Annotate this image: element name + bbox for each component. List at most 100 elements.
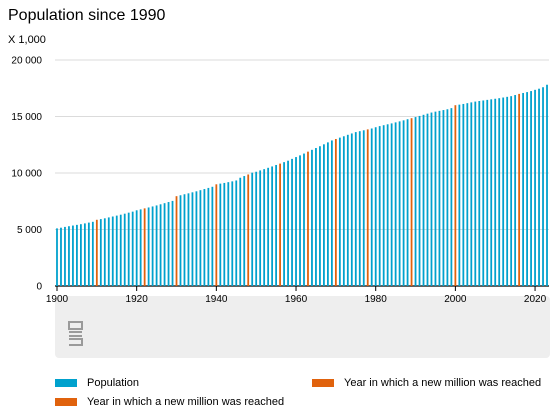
bar-million-year [454, 105, 457, 286]
bar-population [442, 110, 445, 287]
bar-million-year [518, 93, 521, 287]
bar-population [502, 97, 505, 287]
bar-population [434, 111, 437, 287]
bar-population [223, 182, 226, 286]
bar-million-year [366, 129, 369, 286]
legend-label-population: Population [87, 377, 139, 389]
bar-population [303, 153, 305, 286]
bar-population [283, 162, 285, 286]
bar-population [151, 206, 154, 286]
bar-population [243, 176, 246, 286]
legend-swatch-million-year-2 [312, 379, 334, 387]
bar-million-year [247, 174, 250, 286]
bar-population [398, 121, 401, 286]
y-tick-label: 5 000 [17, 225, 42, 236]
bar-population [255, 171, 258, 286]
chart-title: Population since 1990 [8, 7, 166, 24]
bar-population [346, 134, 349, 286]
bar-population [159, 204, 162, 286]
bar-population [490, 99, 493, 286]
bar-population [422, 114, 425, 287]
bar-population [311, 149, 313, 286]
x-tick-label: 2020 [524, 294, 547, 305]
bar-population [72, 225, 74, 286]
bar-population [354, 132, 357, 286]
x-tick-label: 1920 [126, 294, 149, 305]
x-tick-label: 1960 [285, 294, 308, 305]
x-tick-label: 1980 [365, 294, 388, 305]
bar-population [83, 223, 86, 286]
source-panel [55, 296, 550, 358]
bar-million-year [143, 208, 146, 286]
bar-population [239, 177, 242, 286]
bar-population [163, 203, 166, 286]
bar-population [235, 180, 238, 286]
x-axis: 1900 1920 1940 1960 1980 2000 2020 [46, 286, 547, 305]
bar-population [76, 224, 78, 286]
bar-population [127, 212, 130, 286]
bar-population [546, 84, 548, 286]
bar-population [167, 202, 170, 286]
bar-population [191, 192, 194, 286]
bar-population [207, 187, 210, 286]
bar-population [195, 191, 198, 286]
bar-population [323, 144, 325, 286]
bar-population [414, 117, 417, 286]
bar-population [406, 119, 409, 286]
bar-population [370, 128, 373, 286]
bar-population [68, 226, 70, 286]
bar-population [147, 207, 150, 286]
bar-population [107, 217, 110, 286]
bar-population [494, 98, 497, 286]
legend-label-million-year-2: Year in which a new million was reached [344, 377, 542, 389]
bar-population [251, 172, 254, 286]
bar-population [330, 140, 333, 286]
y-axis: 0 5 000 10 000 15 000 20 000 [11, 56, 42, 293]
bar-population [462, 103, 465, 286]
bar-population [542, 87, 544, 286]
bar-population [450, 108, 453, 286]
bars [56, 84, 548, 287]
bar-population [123, 213, 126, 286]
bar-population [426, 113, 429, 286]
bar-population [263, 169, 266, 286]
bar-population [171, 200, 174, 286]
bar-population [522, 92, 525, 286]
bar-population [530, 91, 532, 286]
legend-item-population: Population [55, 376, 139, 390]
y-tick-label: 20 000 [11, 56, 42, 67]
bar-population [378, 126, 381, 286]
bar-population [275, 164, 278, 286]
bar-population [299, 155, 301, 286]
bar-population [219, 183, 222, 286]
bar-population [474, 101, 477, 286]
bar-population [390, 123, 393, 286]
legend-item-million-year-2: Year in which a new million was reached [312, 376, 541, 390]
bar-population [103, 218, 106, 286]
bar-population [183, 194, 186, 286]
bar-population [203, 189, 206, 286]
bar-population [227, 182, 230, 286]
bar-population [56, 228, 58, 286]
bar-population [374, 127, 377, 286]
bar-million-year [307, 151, 309, 286]
bar-million-year [175, 196, 178, 286]
legend-swatch-million-year [55, 398, 77, 406]
bar-population [87, 222, 90, 286]
bar-population [458, 104, 461, 286]
bar-population [60, 227, 62, 286]
bar-population [446, 109, 449, 286]
bar-population [259, 170, 262, 286]
bar-population [319, 146, 321, 286]
bar-population [350, 133, 353, 286]
bar-population [199, 190, 202, 286]
bar-population [538, 88, 540, 287]
bar-population [430, 112, 433, 286]
bar-population [362, 130, 365, 286]
bar-population [526, 92, 528, 286]
bar-population [295, 157, 297, 286]
bar-million-year [215, 184, 218, 286]
bar-population [506, 96, 509, 286]
bar-population [131, 211, 134, 286]
